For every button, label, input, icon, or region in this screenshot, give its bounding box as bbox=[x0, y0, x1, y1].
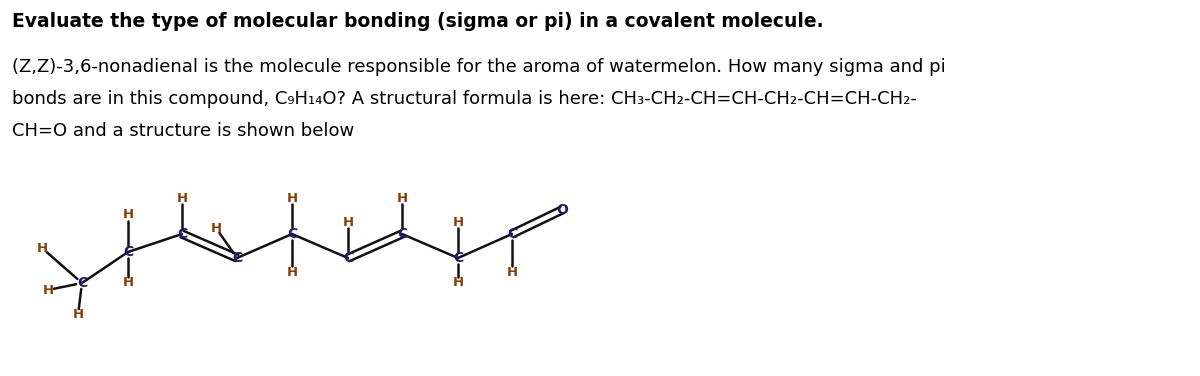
Text: H: H bbox=[342, 215, 354, 229]
Text: C: C bbox=[506, 227, 517, 241]
Text: (Z,Z)-3,6-nonadienal is the molecule responsible for the aroma of watermelon. Ho: (Z,Z)-3,6-nonadienal is the molecule res… bbox=[12, 58, 946, 76]
Text: H: H bbox=[42, 284, 54, 297]
Text: Evaluate the type of molecular bonding (sigma or pi) in a covalent molecule.: Evaluate the type of molecular bonding (… bbox=[12, 12, 823, 31]
Text: O: O bbox=[556, 203, 568, 217]
Text: C: C bbox=[397, 227, 407, 241]
Text: H: H bbox=[210, 221, 222, 235]
Text: H: H bbox=[287, 265, 298, 279]
Text: H: H bbox=[176, 191, 187, 205]
Text: C: C bbox=[452, 251, 463, 265]
Text: H: H bbox=[72, 308, 84, 321]
Text: C: C bbox=[77, 276, 88, 290]
Text: H: H bbox=[452, 215, 463, 229]
Text: bonds are in this compound, C₉H₁₄O? A structural formula is here: CH₃-CH₂-CH=CH-: bonds are in this compound, C₉H₁₄O? A st… bbox=[12, 90, 917, 108]
Text: C: C bbox=[232, 251, 242, 265]
Text: H: H bbox=[287, 191, 298, 205]
Text: C: C bbox=[122, 245, 133, 259]
Text: H: H bbox=[396, 191, 408, 205]
Text: CH=O and a structure is shown below: CH=O and a structure is shown below bbox=[12, 122, 354, 140]
Text: H: H bbox=[506, 265, 517, 279]
Text: C: C bbox=[287, 227, 298, 241]
Text: H: H bbox=[36, 241, 48, 255]
Text: H: H bbox=[122, 276, 133, 290]
Text: H: H bbox=[452, 276, 463, 290]
Text: C: C bbox=[176, 227, 187, 241]
Text: H: H bbox=[122, 209, 133, 221]
Text: C: C bbox=[343, 251, 353, 265]
